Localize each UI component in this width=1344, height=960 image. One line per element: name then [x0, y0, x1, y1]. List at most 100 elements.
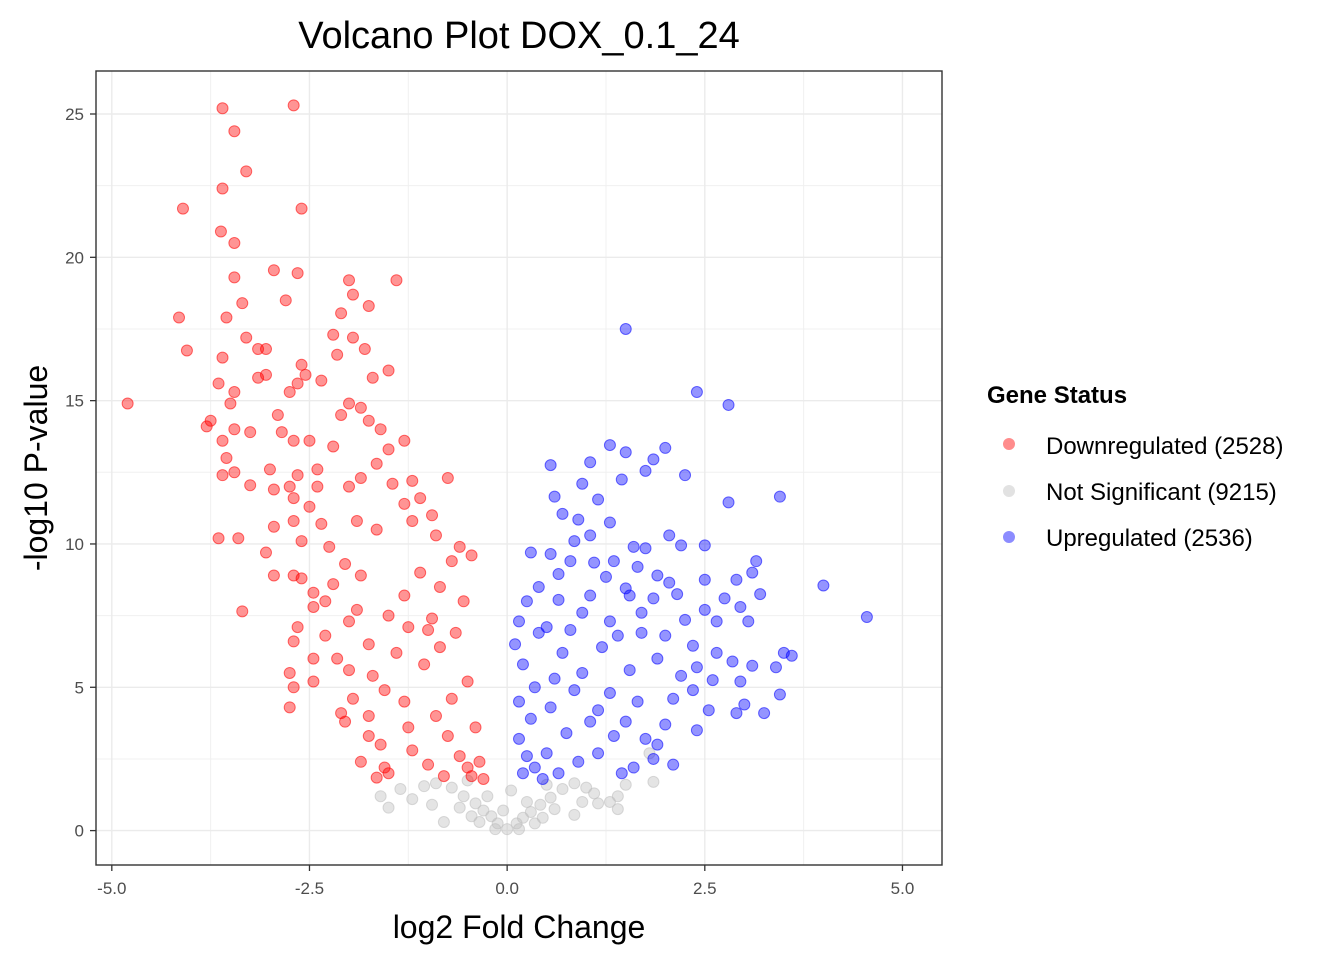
upregulated-point [524, 712, 537, 725]
downregulated-point [350, 515, 363, 528]
not-significant-point [520, 795, 533, 808]
downregulated-point [319, 595, 332, 608]
downregulated-point [287, 434, 300, 447]
downregulated-point [370, 457, 383, 470]
downregulated-point [216, 351, 229, 364]
upregulated-point [773, 688, 786, 701]
upregulated-point [572, 755, 585, 768]
downregulated-point [343, 664, 356, 677]
not-significant-point [418, 780, 431, 793]
downregulated-point [469, 721, 482, 734]
y-tick-label: 0 [75, 822, 84, 841]
downregulated-point [327, 440, 340, 453]
downregulated-point [343, 480, 356, 493]
downregulated-point [362, 638, 375, 651]
upregulated-point [615, 767, 628, 780]
downregulated-point [335, 307, 348, 320]
upregulated-point [603, 615, 616, 628]
not-significant-point [647, 775, 660, 788]
downregulated-point [263, 463, 276, 476]
downregulated-point [441, 730, 454, 743]
downregulated-point [216, 469, 229, 482]
downregulated-point [398, 589, 411, 602]
upregulated-point [651, 652, 664, 665]
grid [96, 71, 942, 865]
downregulated-point [346, 692, 359, 705]
downregulated-point [362, 730, 375, 743]
downregulated-point [259, 546, 272, 559]
x-tick-label: 0.0 [495, 879, 519, 898]
downregulated-point [358, 343, 371, 356]
downregulated-point [311, 463, 324, 476]
upregulated-point [730, 573, 743, 586]
axis-ticks: -5.0 -2.5 0.0 2.5 5.0 0 5 10 15 20 25 [65, 105, 914, 898]
downregulated-point [228, 125, 241, 138]
downregulated-point [244, 426, 257, 439]
upregulated-point [730, 707, 743, 720]
downregulated-point [429, 529, 442, 542]
downregulated-point [382, 609, 395, 622]
upregulated-point [746, 659, 759, 672]
downregulated-point [362, 414, 375, 427]
downregulated-point [414, 566, 427, 579]
chart-title: Volcano Plot DOX_0.1_24 [298, 15, 740, 57]
upregulated-point [536, 773, 549, 786]
upregulated-point [615, 473, 628, 486]
downregulated-point [200, 420, 213, 433]
not-significant-point [568, 808, 581, 821]
downregulated-point [295, 572, 308, 585]
downregulated-point [422, 623, 435, 636]
upregulated-point [548, 672, 561, 685]
downregulated-point [350, 603, 363, 616]
plot-area-border [95, 70, 943, 866]
upregulated-point [647, 453, 660, 466]
not-significant-point [576, 795, 589, 808]
downregulated-point [228, 236, 241, 249]
upregulated-point [576, 606, 589, 619]
upregulated-point [746, 566, 759, 579]
upregulated-point [513, 695, 525, 708]
downregulated-point [236, 605, 249, 618]
downregulated-point [291, 267, 304, 280]
downregulated-point [339, 558, 352, 571]
not-significant-point [548, 803, 561, 816]
upregulated-point [706, 674, 719, 687]
not-significant-point [544, 791, 557, 804]
upregulated-point [603, 439, 616, 452]
upregulated-point [584, 456, 597, 469]
downregulated-point [398, 434, 411, 447]
not-significant-point [592, 797, 605, 810]
downregulated-point [311, 480, 324, 493]
upregulated-point [584, 529, 597, 542]
downregulated-point [449, 626, 462, 639]
upregulated-point [722, 398, 735, 411]
upregulated-point [659, 629, 672, 642]
not-significant-point [501, 823, 514, 836]
x-tick-label: -5.0 [97, 879, 126, 898]
downregulated-point [228, 271, 241, 284]
upregulated-point [710, 615, 723, 628]
legend-label-not-significant: Not Significant (9215) [1046, 479, 1277, 506]
downregulated-point [426, 509, 439, 522]
not-significant-point [611, 803, 624, 816]
downregulated-point [382, 443, 395, 456]
upregulated-point [667, 692, 680, 705]
not-significant-point [426, 798, 439, 811]
x-tick-label: 2.5 [693, 879, 717, 898]
not-significant-point [513, 823, 525, 836]
y-tick-label: 5 [75, 678, 84, 697]
downregulated-point [307, 675, 320, 688]
upregulated-point [698, 573, 711, 586]
downregulated-point [212, 532, 225, 545]
not-significant-point [505, 784, 518, 797]
downregulated-point [422, 758, 435, 771]
downregulated-point [121, 397, 134, 410]
not-significant-point [382, 801, 395, 814]
legend: Gene Status Downregulated (2528) Not Sig… [987, 382, 1283, 552]
downregulated-point [295, 202, 308, 215]
upregulated-point [635, 626, 648, 639]
upregulated-point [528, 761, 541, 774]
upregulated-point [584, 589, 597, 602]
legend-label-upregulated: Upregulated (2536) [1046, 525, 1253, 552]
